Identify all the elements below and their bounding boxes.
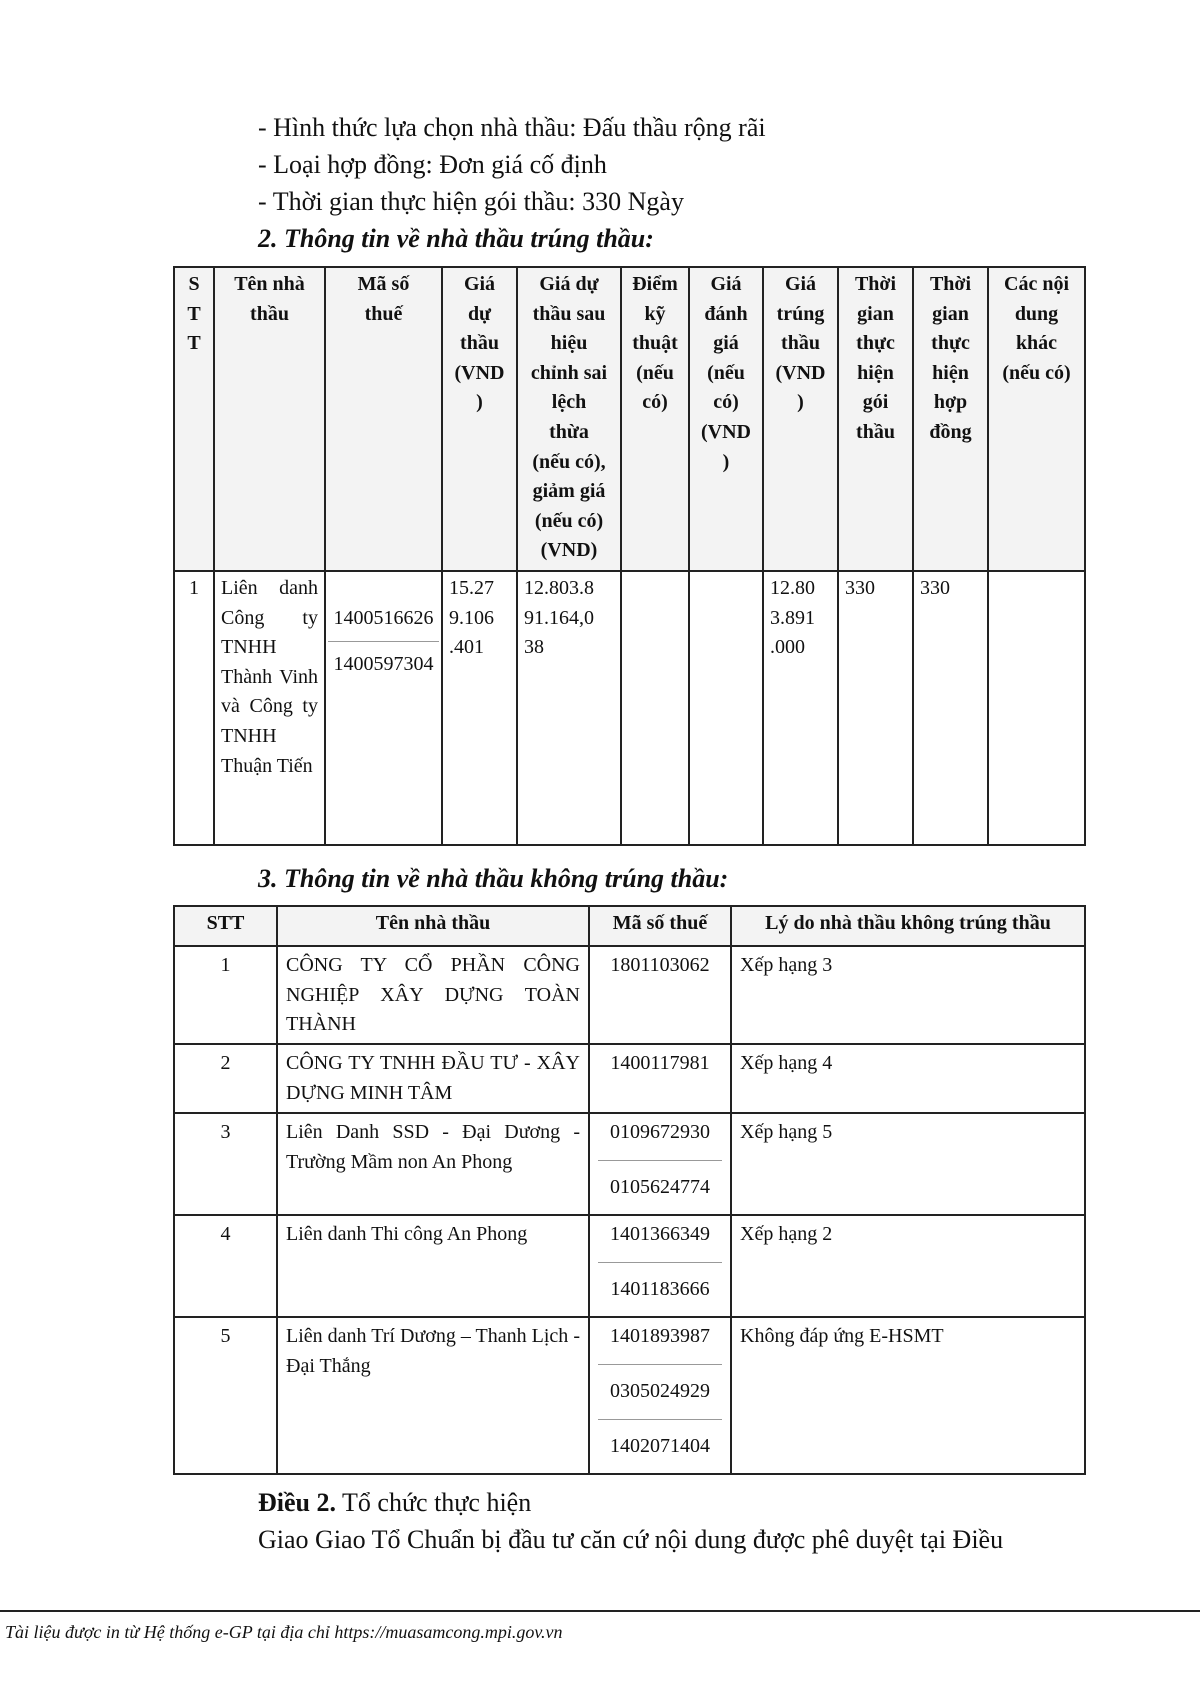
cell-eval-price: [688, 570, 764, 846]
table-header-row: S T T Tên nhà thầu Mã số thuế Giá dự thầ…: [173, 266, 1086, 572]
header-eval-price: Giá đánh giá (nếu có) (VND ): [688, 266, 764, 572]
tax-code: 0305024929: [598, 1363, 722, 1419]
cell-stt: 4: [173, 1214, 278, 1319]
table-row: 1 CÔNG TY CỔ PHẦN CÔNG NGHIỆP XÂY DỰNG T…: [173, 945, 1086, 1045]
cell-tax-codes: 1401893987 0305024929 1402071404: [588, 1316, 732, 1476]
cell-name: Liên Danh SSD - Đại Dương - Trường Mầm n…: [276, 1111, 590, 1217]
header-tax-code: Mã số thuế: [588, 905, 732, 947]
cell-stt: 1: [173, 570, 215, 846]
tax-code: 1401893987: [610, 1325, 710, 1348]
cell-bid-price: 15.27 9.106 .401: [441, 570, 518, 846]
cell-stt: 5: [173, 1316, 278, 1476]
cell-reason: Xếp hạng 5: [730, 1111, 1086, 1217]
header-tax-code: Mã số thuế: [324, 266, 443, 572]
article2-body: Giao Giao Tổ Chuẩn bị đầu tư căn cứ nội …: [258, 1525, 1004, 1554]
article2-heading: Điều 2. Tổ chức thực hiện: [258, 1488, 531, 1518]
cell-name: Liên danh Thi công An Phong: [276, 1214, 590, 1319]
header-adjusted-price: Giá dự thầu sau hiệu chỉnh sai lệch thừa…: [516, 266, 622, 572]
cell-name: Liên danh Trí Dương – Thanh Lịch - Đại T…: [276, 1316, 590, 1476]
intro-line-selection-method: - Hình thức lựa chọn nhà thầu: Đấu thầu …: [258, 113, 766, 142]
cell-contract-duration: 330: [912, 570, 989, 846]
cell-reason: Xếp hạng 4: [730, 1043, 1086, 1114]
table-row: 2 CÔNG TY TNHH ĐẦU TƯ - XÂY DỰNG MINH TÂ…: [173, 1043, 1086, 1114]
tax-code: 0109672930: [610, 1121, 710, 1143]
section3-heading: 3. Thông tin về nhà thầu không trúng thầ…: [258, 864, 729, 893]
cell-winning-price: 12.80 3.891 .000: [762, 570, 839, 846]
cell-name: CÔNG TY CỔ PHẦN CÔNG NGHIỆP XÂY DỰNG TOÀ…: [276, 945, 590, 1045]
intro-line-contract-type: - Loại hợp đồng: Đơn giá cố định: [258, 150, 607, 179]
tax-code: 1801103062: [610, 954, 710, 976]
table-row: 1 Liên danh Công ty TNHH Thành Vinh và C…: [173, 570, 1086, 846]
cell-stt: 2: [173, 1043, 278, 1114]
cell-tax-codes: 0109672930 0105624774: [588, 1111, 732, 1217]
losing-contractor-table: STT Tên nhà thầu Mã số thuế Lý do nhà th…: [173, 905, 1086, 1476]
winning-contractor-table: S T T Tên nhà thầu Mã số thuế Giá dự thầ…: [173, 266, 1086, 846]
header-other: Các nội dung khác (nếu có): [987, 266, 1086, 572]
intro-line-duration: - Thời gian thực hiện gói thầu: 330 Ngày: [258, 187, 684, 216]
tax-code: 1400597304: [328, 641, 439, 688]
header-winning-price: Giá trúng thầu (VND ): [762, 266, 839, 572]
cell-tax-codes: 1401366349 1401183666: [588, 1214, 732, 1319]
cell-stt: 1: [173, 945, 278, 1045]
header-package-duration: Thời gian thực hiện gói thầu: [837, 266, 914, 572]
tax-code: 1401366349: [610, 1223, 710, 1246]
tax-code: 1400117981: [610, 1052, 710, 1074]
footer-divider: [0, 1610, 1200, 1612]
article2-title: Tổ chức thực hiện: [336, 1488, 532, 1517]
cell-other: [987, 570, 1086, 846]
article2-label: Điều 2.: [258, 1488, 336, 1517]
section2-heading: 2. Thông tin về nhà thầu trúng thầu:: [258, 224, 654, 253]
header-contract-duration: Thời gian thực hiện hợp đồng: [912, 266, 989, 572]
cell-tax-codes: 1400516626 1400597304: [324, 570, 443, 846]
cell-stt: 3: [173, 1111, 278, 1217]
cell-reason: Không đáp ứng E-HSMT: [730, 1316, 1086, 1476]
header-tech-score: Điểm kỹ thuật (nếu có): [620, 266, 690, 572]
cell-tax-codes: 1400117981: [588, 1043, 732, 1114]
header-bid-price: Giá dự thầu (VND ): [441, 266, 518, 572]
tax-code: 1400516626: [333, 606, 434, 629]
tax-code: 0105624774: [598, 1159, 722, 1215]
cell-name: CÔNG TY TNHH ĐẦU TƯ - XÂY DỰNG MINH TÂM: [276, 1043, 590, 1114]
table-header-row: STT Tên nhà thầu Mã số thuế Lý do nhà th…: [173, 905, 1086, 947]
cell-tech-score: [620, 570, 690, 846]
table-row: 4 Liên danh Thi công An Phong 1401366349…: [173, 1214, 1086, 1319]
header-name: Tên nhà thầu: [276, 905, 590, 947]
footer-note: Tài liệu được in từ Hệ thống e-GP tại đị…: [5, 1622, 563, 1642]
header-reason: Lý do nhà thầu không trúng thầu: [730, 905, 1086, 947]
cell-reason: Xếp hạng 3: [730, 945, 1086, 1045]
tax-code: 1402071404: [598, 1418, 722, 1474]
header-stt: STT: [173, 905, 278, 947]
cell-tax-codes: 1801103062: [588, 945, 732, 1045]
cell-adjusted-price: 12.803.8 91.164,0 38: [516, 570, 622, 846]
cell-reason: Xếp hạng 2: [730, 1214, 1086, 1319]
table-row: 3 Liên Danh SSD - Đại Dương - Trường Mầm…: [173, 1111, 1086, 1217]
table-row: 5 Liên danh Trí Dương – Thanh Lịch - Đại…: [173, 1316, 1086, 1476]
cell-package-duration: 330: [837, 570, 914, 846]
cell-name: Liên danh Công ty TNHH Thành Vinh và Côn…: [213, 570, 326, 846]
header-name: Tên nhà thầu: [213, 266, 326, 572]
tax-code: 1401183666: [598, 1261, 722, 1317]
header-stt: S T T: [173, 266, 215, 572]
